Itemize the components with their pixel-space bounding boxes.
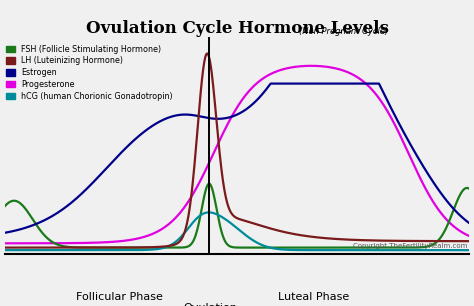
Legend: FSH (Follicle Stimulating Hormone), LH (Luteinizing Hormone), Estrogen, Progeste: FSH (Follicle Stimulating Hormone), LH (… [4,43,174,103]
Text: Follicular Phase: Follicular Phase [76,292,163,302]
Text: Ovulation: Ovulation [183,303,237,306]
Text: Copyright TheFertilityRealm.com: Copyright TheFertilityRealm.com [353,243,467,249]
Title: Ovulation Cycle Hormone Levels: Ovulation Cycle Hormone Levels [86,20,388,37]
Text: (Non Pregnant Cycle): (Non Pregnant Cycle) [299,27,389,35]
Text: Luteal Phase: Luteal Phase [278,292,349,302]
